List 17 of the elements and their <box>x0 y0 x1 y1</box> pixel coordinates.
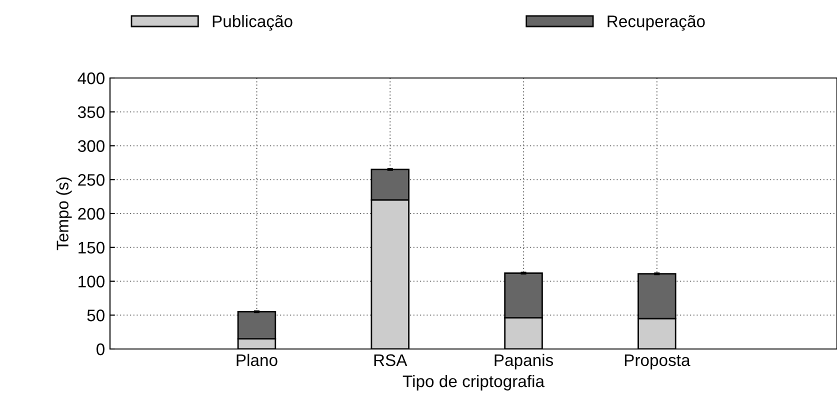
y-tick-label: 350 <box>78 106 104 118</box>
y-tick-label: 50 <box>87 310 104 322</box>
y-tick-label: 200 <box>78 208 104 220</box>
y-tick-label: 100 <box>78 276 104 288</box>
x-tick-label: Papanis <box>494 354 554 370</box>
x-tick-label: Proposta <box>624 354 690 370</box>
x-tick-label: Plano <box>236 354 278 366</box>
y-tick-label: 400 <box>78 72 104 84</box>
x-tick-label: RSA <box>374 354 408 366</box>
legend-label: Publicação <box>212 15 292 31</box>
legend-label: Recuperação <box>608 15 705 31</box>
y-axis-title: Tempo (s) <box>56 177 72 250</box>
y-tick-label: 150 <box>78 242 104 254</box>
y-tick-label: 250 <box>78 174 104 186</box>
x-axis-title: Tipo de criptografia <box>402 374 545 390</box>
y-tick-label: 300 <box>78 140 104 152</box>
y-tick-label: 0 <box>96 343 104 356</box>
